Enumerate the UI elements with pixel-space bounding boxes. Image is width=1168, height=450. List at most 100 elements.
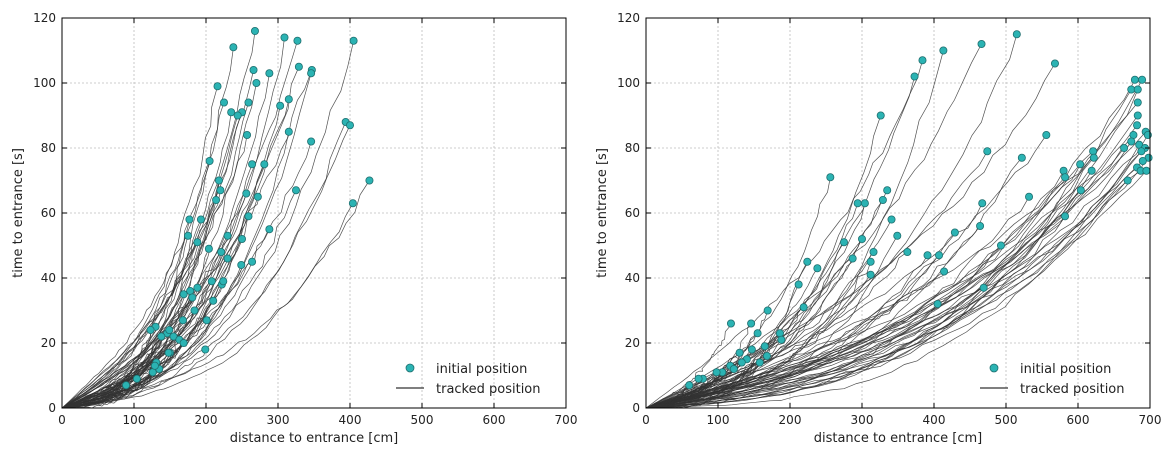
initial-position-point: [1138, 75, 1147, 84]
initial-position-point: [1130, 75, 1139, 84]
initial-position-point: [893, 231, 902, 240]
initial-position-point: [284, 95, 293, 104]
y-tick-label: 40: [625, 271, 640, 285]
initial-position-point: [1133, 85, 1142, 94]
y-tick-label: 60: [625, 206, 640, 220]
initial-position-point: [1059, 166, 1068, 175]
initial-position-point: [202, 316, 211, 325]
initial-position-point: [229, 43, 238, 52]
initial-position-point: [349, 36, 358, 45]
tracked-path: [645, 225, 981, 409]
initial-position-point: [213, 82, 222, 91]
initial-position-point: [214, 176, 223, 185]
tracked-path: [645, 177, 1066, 409]
initial-position-point: [1061, 173, 1070, 182]
initial-position-point: [196, 215, 205, 224]
initial-position-point: [799, 303, 808, 312]
tracked-path: [61, 134, 248, 409]
initial-position-point: [848, 254, 857, 263]
y-tick-label: 80: [41, 141, 56, 155]
initial-position-point: [242, 189, 251, 198]
initial-position-point: [737, 358, 746, 367]
x-tick-label: 400: [923, 413, 946, 427]
initial-position-point: [866, 270, 875, 279]
initial-position-point: [763, 306, 772, 315]
x-tick-label: 0: [58, 413, 66, 427]
initial-position-point: [935, 251, 944, 260]
initial-position-point: [923, 251, 932, 260]
initial-position-point: [204, 244, 213, 253]
initial-position-point: [940, 267, 949, 276]
tracked-path: [645, 245, 1002, 409]
legend-label-initial: initial position: [436, 362, 527, 377]
y-tick-label: 20: [625, 336, 640, 350]
initial-position-point: [252, 79, 261, 88]
initial-position-point: [1137, 147, 1146, 156]
initial-position-point: [1089, 153, 1098, 162]
initial-position-point: [157, 332, 166, 341]
initial-position-point: [345, 121, 354, 130]
initial-position-point: [207, 277, 216, 286]
initial-position-point: [866, 257, 875, 266]
initial-position-markers: [685, 30, 1153, 390]
tracked-path: [645, 346, 766, 409]
initial-position-point: [291, 186, 300, 195]
tracked-path: [645, 79, 1136, 409]
initial-position-point: [755, 358, 764, 367]
x-tick-label: 600: [1067, 413, 1090, 427]
initial-position-point: [747, 319, 756, 328]
initial-position-point: [223, 254, 232, 263]
x-tick-label: 600: [483, 413, 506, 427]
y-axis-label: time to entrance [s]: [595, 148, 610, 278]
tracked-path: [61, 203, 354, 409]
tracked-path: [61, 40, 354, 409]
y-tick-label: 60: [41, 206, 56, 220]
initial-position-point: [978, 199, 987, 208]
initial-position-point: [237, 234, 246, 243]
y-tick-label: 120: [617, 11, 640, 25]
tracked-path: [61, 336, 162, 409]
initial-position-point: [979, 283, 988, 292]
initial-position-point: [146, 325, 155, 334]
tracked-path: [645, 76, 915, 409]
initial-position-point: [1089, 147, 1098, 156]
initial-position-point: [122, 381, 131, 390]
x-axis-label: distance to entrance [cm]: [814, 431, 983, 446]
initial-position-point: [260, 160, 269, 169]
initial-position-point: [860, 199, 869, 208]
initial-position-point: [918, 56, 927, 65]
initial-position-point: [307, 69, 316, 78]
x-tick-label: 200: [195, 413, 218, 427]
initial-position-point: [694, 374, 703, 383]
initial-position-point: [839, 238, 848, 247]
y-tick-label: 100: [617, 76, 640, 90]
initial-position-point: [735, 348, 744, 357]
initial-position-point: [249, 66, 258, 75]
y-tick-label: 100: [33, 76, 56, 90]
tracked-path: [645, 134, 1047, 409]
initial-position-point: [712, 368, 721, 377]
x-tick-label: 100: [123, 413, 146, 427]
tracked-path: [61, 40, 298, 409]
tracked-path: [645, 144, 1140, 409]
initial-position-point: [179, 338, 188, 347]
initial-position-point: [760, 342, 769, 351]
x-tick-label: 300: [851, 413, 874, 427]
initial-position-point: [307, 137, 316, 146]
legend-label-tracked: tracked position: [1020, 382, 1125, 397]
tracked-path: [61, 329, 170, 409]
tracked-path: [645, 89, 1139, 409]
initial-position-point: [939, 46, 948, 55]
initial-position-point: [878, 195, 887, 204]
initial-position-point: [996, 241, 1005, 250]
initial-position-point: [1133, 111, 1142, 120]
tracked-path: [645, 203, 983, 409]
tracked-path: [61, 141, 312, 409]
initial-position-point: [1127, 137, 1136, 146]
initial-position-point: [253, 192, 262, 201]
initial-position-point: [1042, 130, 1051, 139]
tracked-path: [645, 43, 982, 409]
initial-position-point: [348, 199, 357, 208]
x-tick-label: 0: [642, 413, 650, 427]
initial-position-point: [903, 247, 912, 256]
